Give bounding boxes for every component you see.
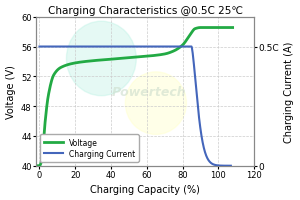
Charging Current xyxy=(210,163,214,165)
Voltage xyxy=(182,43,186,45)
Voltage xyxy=(69,63,73,66)
Line: Voltage: Voltage xyxy=(36,28,232,166)
Charging Current xyxy=(38,46,42,48)
Voltage xyxy=(231,27,234,30)
Line: Charging Current: Charging Current xyxy=(40,47,231,166)
Legend: Voltage, Charging Current: Voltage, Charging Current xyxy=(40,134,139,162)
Y-axis label: Voltage (V): Voltage (V) xyxy=(6,65,16,119)
Charging Current xyxy=(218,165,221,167)
Voltage xyxy=(34,165,38,167)
Charging Current xyxy=(229,165,232,167)
Y-axis label: Charging Current (A): Charging Current (A) xyxy=(284,41,294,142)
Voltage xyxy=(85,61,88,63)
Voltage xyxy=(150,55,154,58)
Charging Current xyxy=(178,46,181,48)
Charging Current xyxy=(173,46,176,48)
Charging Current xyxy=(174,46,177,48)
X-axis label: Charging Capacity (%): Charging Capacity (%) xyxy=(90,185,200,194)
Title: Charging Characteristics @0.5C 25℃: Charging Characteristics @0.5C 25℃ xyxy=(47,6,242,15)
Charging Current xyxy=(38,46,41,48)
Ellipse shape xyxy=(125,72,187,135)
Voltage xyxy=(199,27,202,30)
Text: Powertech: Powertech xyxy=(112,85,187,98)
Voltage xyxy=(123,58,127,60)
Ellipse shape xyxy=(67,22,136,96)
Voltage xyxy=(166,53,169,55)
